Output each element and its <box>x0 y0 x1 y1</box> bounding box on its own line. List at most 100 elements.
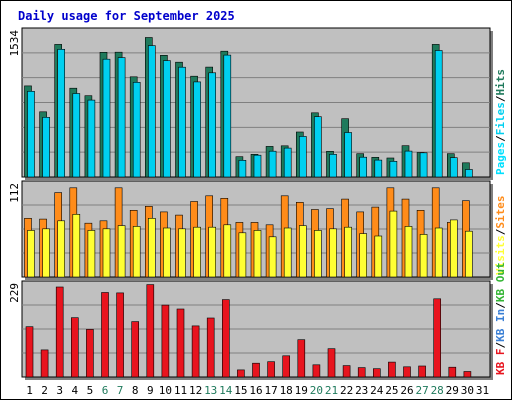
x-tick-label-day-12: 12 <box>189 384 202 397</box>
x-tick-label-day-19: 19 <box>295 384 308 397</box>
bar-kb-f-day-20 <box>312 364 321 378</box>
bar-kb-f-day-1 <box>25 326 34 378</box>
bar-visits-day-21 <box>329 228 337 278</box>
bar-kb-f-day-24 <box>372 368 381 378</box>
bar-visits-day-17 <box>268 236 277 278</box>
legend-item-kb-in: KB In <box>494 309 507 342</box>
bar-visits-day-27 <box>419 234 428 278</box>
bar-visits-day-3 <box>57 220 66 278</box>
bar-kb-f-day-26 <box>403 366 411 378</box>
bar-kb-f-day-25 <box>388 361 396 378</box>
bar-visits-day-2 <box>42 228 50 278</box>
x-tick-label-day-16: 16 <box>249 384 262 397</box>
x-tick-label-day-23: 23 <box>355 384 368 397</box>
bar-visits-day-28 <box>434 227 443 278</box>
x-tick-label-day-2: 2 <box>41 384 48 397</box>
x-tick-label-day-30: 30 <box>461 384 474 397</box>
x-tick-label-day-25: 25 <box>385 384 398 397</box>
bar-files-day-16 <box>253 154 262 178</box>
chart-title: Daily usage for September 2025 <box>18 9 235 23</box>
x-tick-label-day-21: 21 <box>325 384 338 397</box>
legend-item-visits: Visits <box>494 235 507 275</box>
legend-item-kb-f: KB F <box>494 349 507 376</box>
bar-kb-f-day-9 <box>146 284 155 378</box>
bar-visits-day-19 <box>298 225 307 278</box>
panel-legend: KB F/KB In/KB Out <box>494 262 507 375</box>
x-tick-label-day-29: 29 <box>446 384 459 397</box>
bar-files-day-25 <box>389 161 398 178</box>
bar-visits-day-25 <box>389 210 398 278</box>
legend-separator: / <box>494 302 507 309</box>
bar-visits-day-7 <box>117 225 126 278</box>
bar-files-day-2 <box>42 117 50 178</box>
bar-visits-day-24 <box>374 235 383 278</box>
bar-kb-f-day-22 <box>342 365 351 378</box>
bar-kb-f-day-11 <box>176 308 185 378</box>
bar-kb-f-day-14 <box>222 299 230 378</box>
bar-files-day-6 <box>102 58 111 178</box>
bar-files-day-3 <box>57 48 66 178</box>
bar-kb-f-day-29 <box>448 366 457 378</box>
bar-kb-f-day-28 <box>433 298 442 378</box>
x-tick-label-day-15: 15 <box>234 384 247 397</box>
bar-files-day-15 <box>238 160 247 178</box>
bar-files-day-23 <box>359 156 368 178</box>
bar-files-day-21 <box>329 154 337 178</box>
x-tick-label-day-7: 7 <box>117 384 124 397</box>
bar-kb-f-day-3 <box>55 286 64 378</box>
bar-files-day-10 <box>163 60 171 178</box>
legend-item-sites: Sites <box>494 196 507 229</box>
bar-files-day-13 <box>208 72 216 178</box>
bar-visits-day-5 <box>87 230 96 278</box>
bar-files-day-1 <box>27 91 35 178</box>
x-axis-labels: 1 2 3 4 5 6 7 8 9 10 11 12 13 14 15 16 17 18 19 20 21 22 23 24 2… <box>26 384 489 397</box>
x-tick-label-day-14: 14 <box>219 384 233 397</box>
bar-visits-day-18 <box>283 227 292 278</box>
x-tick-label-day-28: 28 <box>431 384 444 397</box>
bar-kb-f-day-2 <box>40 349 49 378</box>
bar-kb-f-day-12 <box>191 325 200 378</box>
bar-kb-f-day-21 <box>327 348 336 378</box>
x-tick-label-day-26: 26 <box>400 384 413 397</box>
x-tick-label-day-20: 20 <box>310 384 323 397</box>
bar-files-day-27 <box>419 152 428 178</box>
x-tick-label-day-3: 3 <box>56 384 63 397</box>
bar-files-day-29 <box>449 157 458 178</box>
panels-layer: 1534Pages/Files/Hits112Visits/Sites229KB… <box>8 27 507 380</box>
bar-files-day-28 <box>434 50 443 178</box>
bar-files-day-22 <box>344 132 352 178</box>
bar-files-day-5 <box>87 99 96 178</box>
x-tick-label-day-4: 4 <box>71 384 78 397</box>
bar-kb-f-day-17 <box>267 361 275 378</box>
legend-item-pages: Pages <box>494 142 507 175</box>
bar-visits-day-22 <box>344 226 352 278</box>
bar-visits-day-14 <box>223 224 232 278</box>
bar-kb-f-day-4 <box>71 317 79 378</box>
bar-kb-f-day-10 <box>161 304 170 378</box>
bar-kb-f-day-15 <box>237 369 245 378</box>
panel-legend: Pages/Files/Hits <box>494 69 507 175</box>
bar-visits-day-30 <box>465 230 473 278</box>
x-tick-label-day-27: 27 <box>415 384 428 397</box>
bar-kb-f-day-6 <box>101 292 109 378</box>
bar-visits-day-23 <box>359 233 368 278</box>
x-tick-label-day-11: 11 <box>174 384 187 397</box>
bar-visits-day-13 <box>208 226 216 278</box>
panel-max-label: 229 <box>8 283 21 303</box>
legend-item-files: Files <box>494 102 507 135</box>
x-tick-label-day-10: 10 <box>159 384 172 397</box>
panel-visits-sites: 112 Visits/Sites <box>8 180 507 280</box>
legend-item-kb-out: KB Out <box>494 262 507 302</box>
bar-visits-day-20 <box>314 230 322 278</box>
x-tick-label-day-13: 13 <box>204 384 217 397</box>
bar-kb-f-day-7 <box>116 292 124 378</box>
bar-files-day-20 <box>314 116 322 178</box>
panel-legend: Visits/Sites <box>494 196 507 276</box>
bar-kb-f-day-8 <box>131 321 139 378</box>
x-tick-label-day-17: 17 <box>264 384 277 397</box>
bar-kb-f-day-27 <box>418 365 426 378</box>
x-tick-label-day-31: 31 <box>476 384 489 397</box>
bar-visits-day-11 <box>178 228 186 278</box>
bar-kb-f-day-23 <box>357 367 366 378</box>
